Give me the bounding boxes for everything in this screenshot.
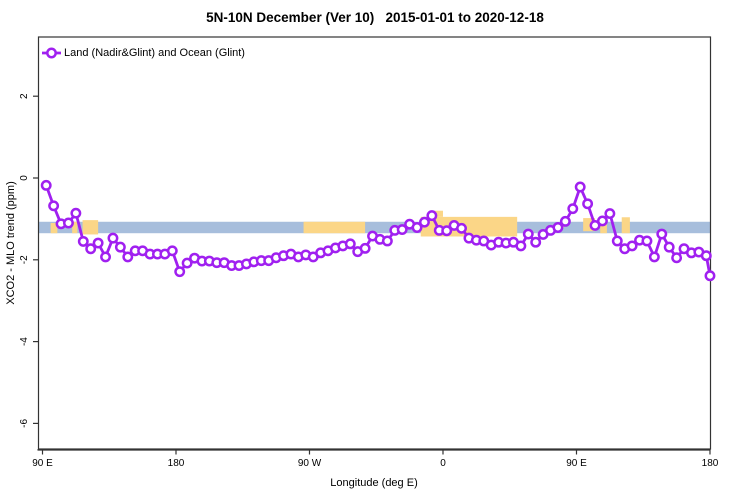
data-point xyxy=(63,217,74,229)
data-point xyxy=(92,237,104,249)
data-point xyxy=(77,235,89,247)
data-point xyxy=(552,222,564,233)
data-point xyxy=(426,210,438,222)
data-point xyxy=(122,251,134,263)
data-point xyxy=(381,235,393,247)
data-point xyxy=(626,240,638,252)
legend-label: Land (Nadir&Glint) and Ocean (Glint) xyxy=(64,47,245,59)
x-tick-label: 90 E xyxy=(566,458,587,469)
land-segment xyxy=(303,221,366,234)
data-point xyxy=(100,251,111,263)
data-point xyxy=(359,242,371,254)
data-point xyxy=(648,251,660,263)
plot-box xyxy=(37,36,712,450)
data-point xyxy=(567,203,579,215)
x-tick-label: 90 E xyxy=(32,458,53,469)
data-point xyxy=(40,179,52,191)
y-tick-label: 0 xyxy=(19,175,30,181)
y-tick-label: 2 xyxy=(19,93,30,99)
data-point xyxy=(589,219,601,231)
land-segment xyxy=(82,220,99,235)
data-point xyxy=(596,215,608,227)
land-segment xyxy=(583,218,596,232)
land-segment xyxy=(50,222,58,234)
data-point xyxy=(641,235,653,247)
data-point xyxy=(559,215,571,227)
ocean-band xyxy=(38,221,711,234)
data-point xyxy=(704,270,716,282)
data-point xyxy=(166,245,178,257)
chart-title: 5N-10N December (Ver 10) 2015-01-01 to 2… xyxy=(206,10,544,25)
data-point xyxy=(611,235,623,247)
land-segment xyxy=(621,217,630,234)
data-point xyxy=(70,207,82,219)
data-point xyxy=(656,228,668,240)
x-tick-label: 180 xyxy=(702,458,719,469)
data-point xyxy=(582,198,594,210)
y-tick-label: -2 xyxy=(19,255,30,264)
y-tick-label: -4 xyxy=(19,337,30,346)
data-point xyxy=(181,257,193,269)
x-axis-label: Longitude (deg E) xyxy=(330,477,418,489)
data-point xyxy=(604,208,616,220)
data-point xyxy=(396,224,408,235)
data-point xyxy=(522,228,534,240)
x-tick-label: 180 xyxy=(168,458,185,469)
data-point xyxy=(515,240,527,252)
data-point xyxy=(456,222,467,234)
data-point xyxy=(671,252,683,264)
data-point xyxy=(441,225,453,237)
land-segment xyxy=(72,221,78,234)
data-point xyxy=(344,238,356,250)
x-tick-label: 0 xyxy=(440,458,446,469)
data-point xyxy=(700,250,712,262)
data-point xyxy=(411,222,423,233)
data-point xyxy=(530,236,542,248)
data-point xyxy=(48,200,60,212)
land-segment xyxy=(600,221,607,234)
data-point xyxy=(418,216,430,228)
data-point xyxy=(85,243,97,255)
x-tick-label: 90 W xyxy=(298,458,322,469)
legend-marker-point xyxy=(46,47,57,59)
data-point xyxy=(574,181,586,193)
y-tick-label: -6 xyxy=(19,419,30,428)
data-point xyxy=(107,232,119,244)
data-point xyxy=(114,241,126,253)
data-point xyxy=(663,241,675,253)
data-point xyxy=(174,266,186,278)
